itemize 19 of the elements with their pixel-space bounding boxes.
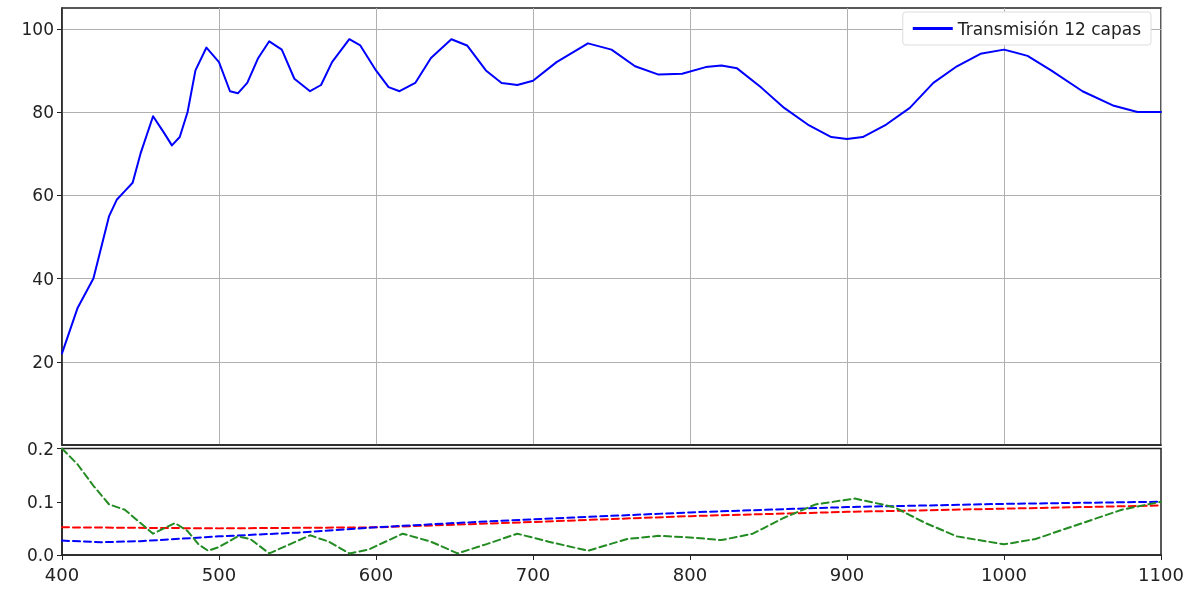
x-tick-label: 700 — [515, 563, 551, 585]
x-tick-label: 900 — [829, 563, 865, 585]
y-tick-label: 100 — [21, 18, 54, 39]
y-tick-label: 0.0 — [26, 545, 54, 565]
x-tick-label: 1100 — [1138, 563, 1184, 585]
x-tick-label: 1000 — [981, 563, 1027, 585]
y-tick-label: 20 — [32, 351, 54, 372]
y-tick-label: 40 — [32, 268, 54, 289]
line-series — [61, 504, 1162, 530]
y-tick-label: 0.1 — [26, 491, 54, 512]
y-tick-label: 60 — [32, 185, 54, 206]
x-tick-label: 400 — [44, 563, 80, 585]
x-tick-label: 800 — [672, 563, 708, 585]
y-tick-label: 80 — [32, 102, 54, 123]
y-tick-label: 0.2 — [26, 438, 54, 459]
x-tick-label: 500 — [201, 563, 237, 585]
line-series — [61, 38, 1162, 355]
x-tick-label: 600 — [358, 563, 394, 585]
legend-label: Transmisión 12 capas — [956, 18, 1142, 39]
